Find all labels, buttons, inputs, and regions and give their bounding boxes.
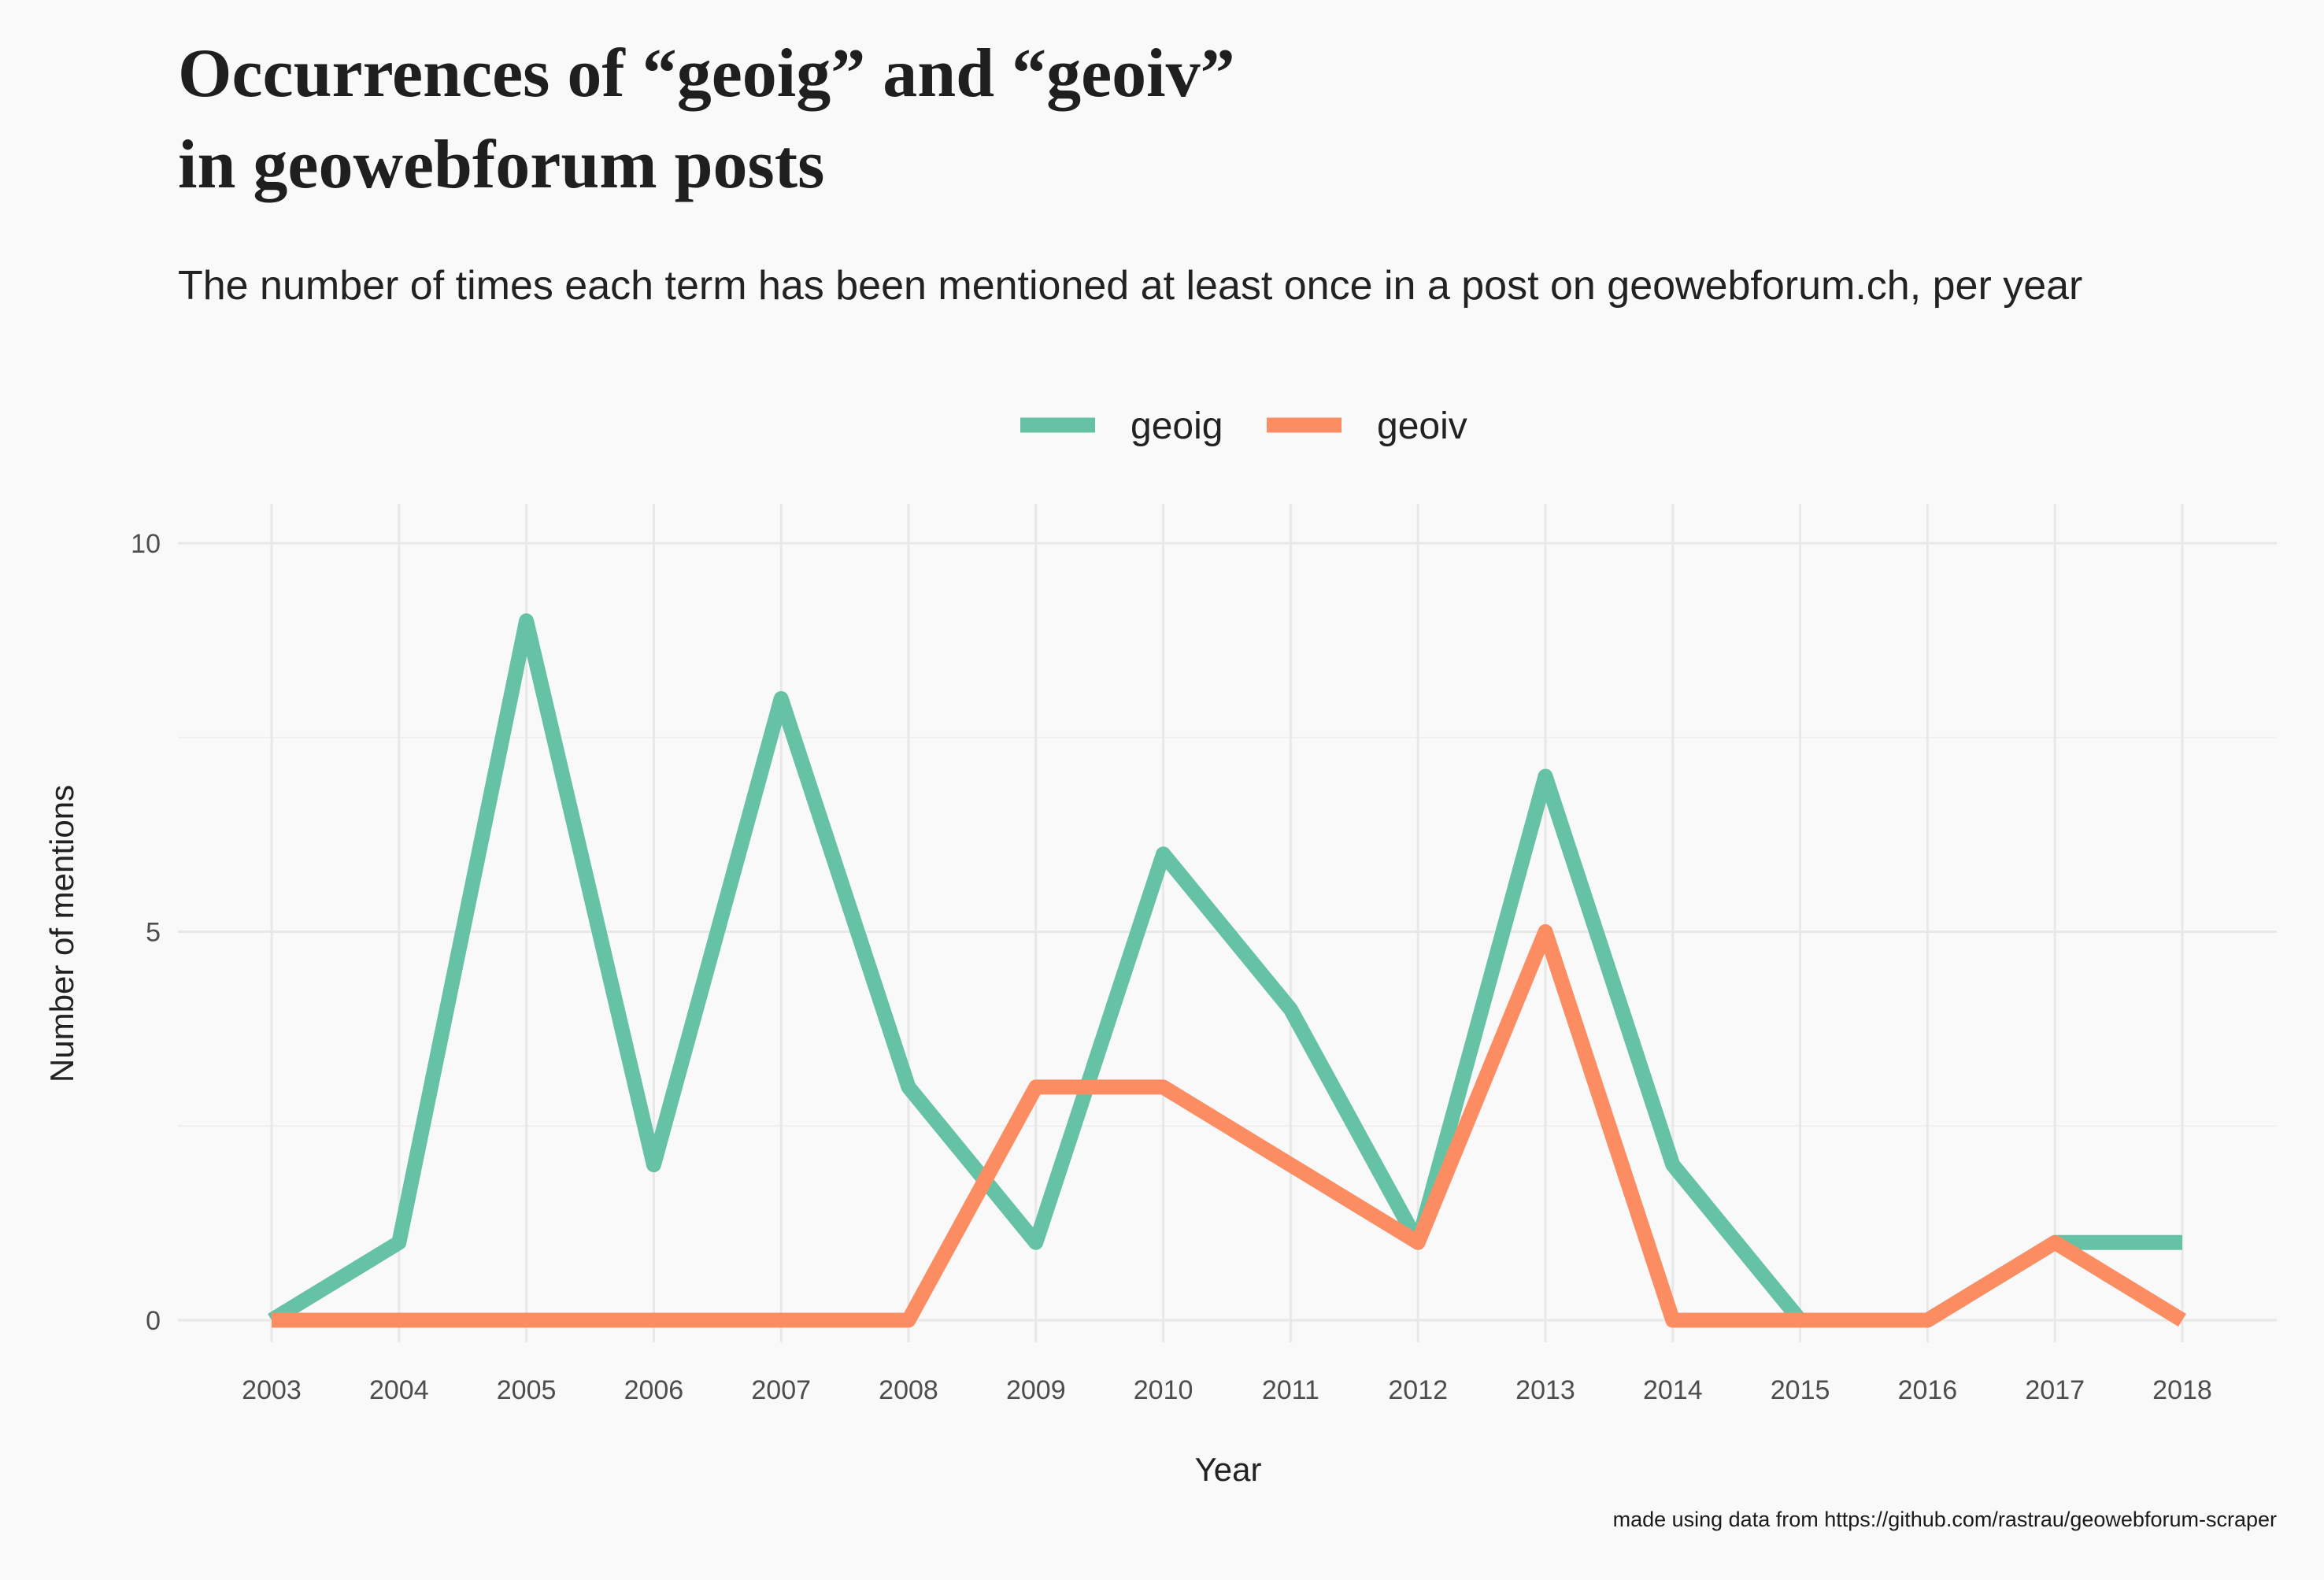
x-axis-tick-labels: 2003 2004 2005 2006 2007 2008 2009 2010 2011 2012… <box>242 1375 2212 1405</box>
x-tick-label: 2009 <box>1006 1375 1066 1405</box>
y-tick-label: 5 <box>146 918 161 948</box>
x-tick-label: 2004 <box>369 1375 429 1405</box>
y-axis-tick-labels: 0 5 10 <box>131 529 161 1336</box>
chart-legend: geoig geoiv <box>1020 405 1467 447</box>
x-tick-label: 2013 <box>1515 1375 1575 1405</box>
legend-item-geoig: geoig <box>1020 405 1223 447</box>
x-tick-label: 2014 <box>1643 1375 1703 1405</box>
x-tick-label: 2012 <box>1388 1375 1448 1405</box>
chart-caption: made using data from https://github.com/… <box>1613 1508 2277 1531</box>
x-tick-label: 2010 <box>1134 1375 1193 1405</box>
series-line-geoiv <box>272 924 2186 1328</box>
x-axis-title: Year <box>1195 1451 1262 1488</box>
legend-item-geoiv: geoiv <box>1267 405 1467 447</box>
chart-subtitle: The number of times each term has been m… <box>178 263 2082 309</box>
x-tick-label: 2015 <box>1771 1375 1830 1405</box>
chart-title-line-2: in geowebforum posts <box>178 127 824 203</box>
x-tick-label: 2018 <box>2152 1375 2212 1405</box>
y-tick-label: 10 <box>131 529 161 559</box>
x-tick-label: 2005 <box>497 1375 557 1405</box>
x-tick-label: 2017 <box>2025 1375 2085 1405</box>
chart-title-line-1: Occurrences of “geoig” and “geoiv” <box>178 35 1235 112</box>
x-tick-label: 2016 <box>1898 1375 1958 1405</box>
x-tick-label: 2011 <box>1262 1375 1319 1405</box>
x-tick-label: 2003 <box>242 1375 302 1405</box>
y-axis-title: Number of mentions <box>43 785 80 1082</box>
legend-label-geoiv: geoiv <box>1377 405 1467 447</box>
legend-label-geoig: geoig <box>1131 405 1223 447</box>
y-tick-label: 0 <box>146 1306 161 1336</box>
x-tick-label: 2007 <box>751 1375 811 1405</box>
x-tick-label: 2006 <box>624 1375 684 1405</box>
x-tick-label: 2008 <box>879 1375 938 1405</box>
series-lines <box>268 613 2186 1328</box>
